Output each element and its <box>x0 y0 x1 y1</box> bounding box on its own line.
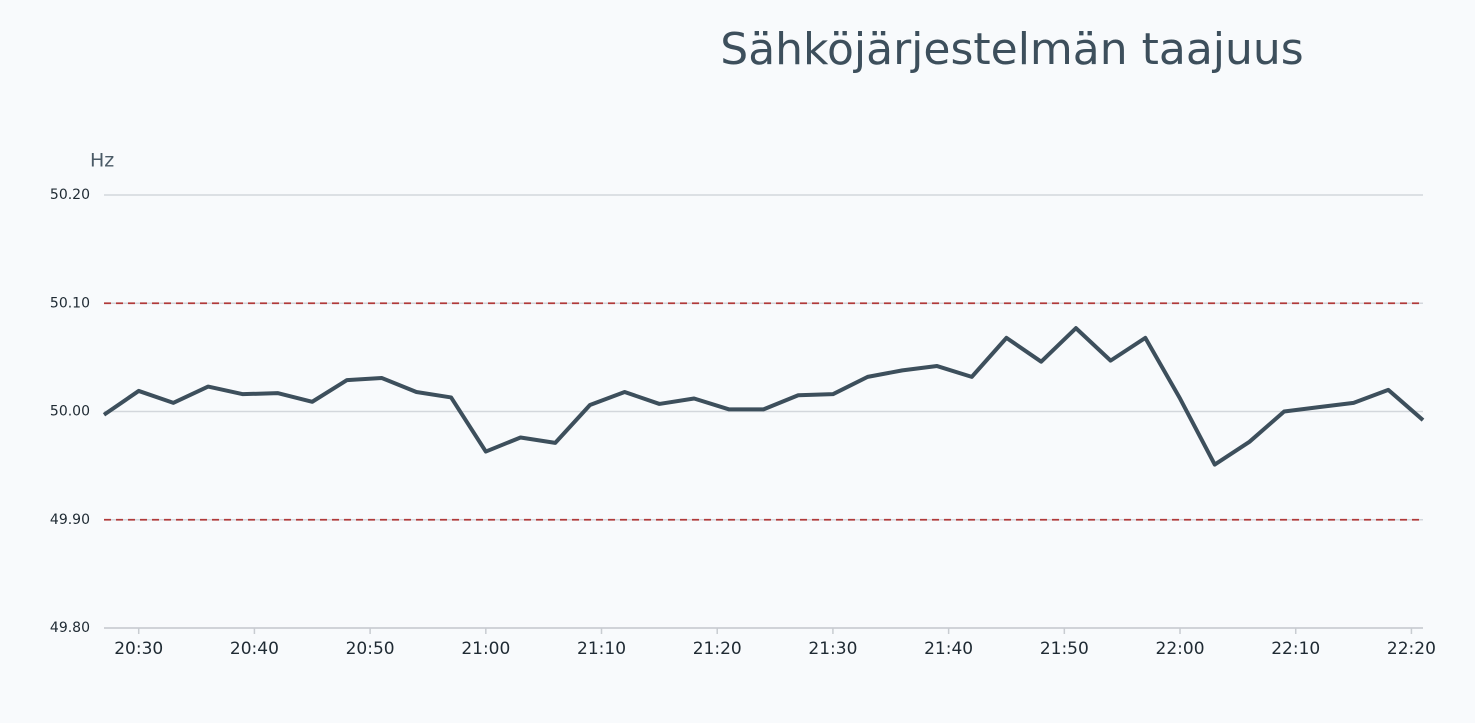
y-tick-label: 50.20 <box>50 187 90 203</box>
x-tick-label: 22:10 <box>1271 639 1320 659</box>
y-tick-label: 49.80 <box>50 620 90 636</box>
y-tick-label: 49.90 <box>50 512 90 528</box>
x-tick-label: 22:20 <box>1387 639 1436 659</box>
x-tick-label: 21:10 <box>577 639 626 659</box>
x-tick-label: 21:20 <box>693 639 742 659</box>
y-tick-label: 50.00 <box>50 404 90 420</box>
x-tick-label: 22:00 <box>1156 639 1205 659</box>
data-line <box>102 326 1425 467</box>
x-tick-label: 21:40 <box>924 639 973 659</box>
x-tick-label: 20:30 <box>114 639 163 659</box>
x-tick-label: 20:40 <box>230 639 279 659</box>
x-tick-label: 21:30 <box>808 639 857 659</box>
y-axis-unit: Hz <box>90 150 114 172</box>
x-tick-label: 21:00 <box>461 639 510 659</box>
x-tick-label: 20:50 <box>346 639 395 659</box>
chart-title: Sähköjärjestelmän taajuus <box>720 24 1303 75</box>
y-tick-label: 50.10 <box>50 295 90 311</box>
x-tick-label: 21:50 <box>1040 639 1089 659</box>
